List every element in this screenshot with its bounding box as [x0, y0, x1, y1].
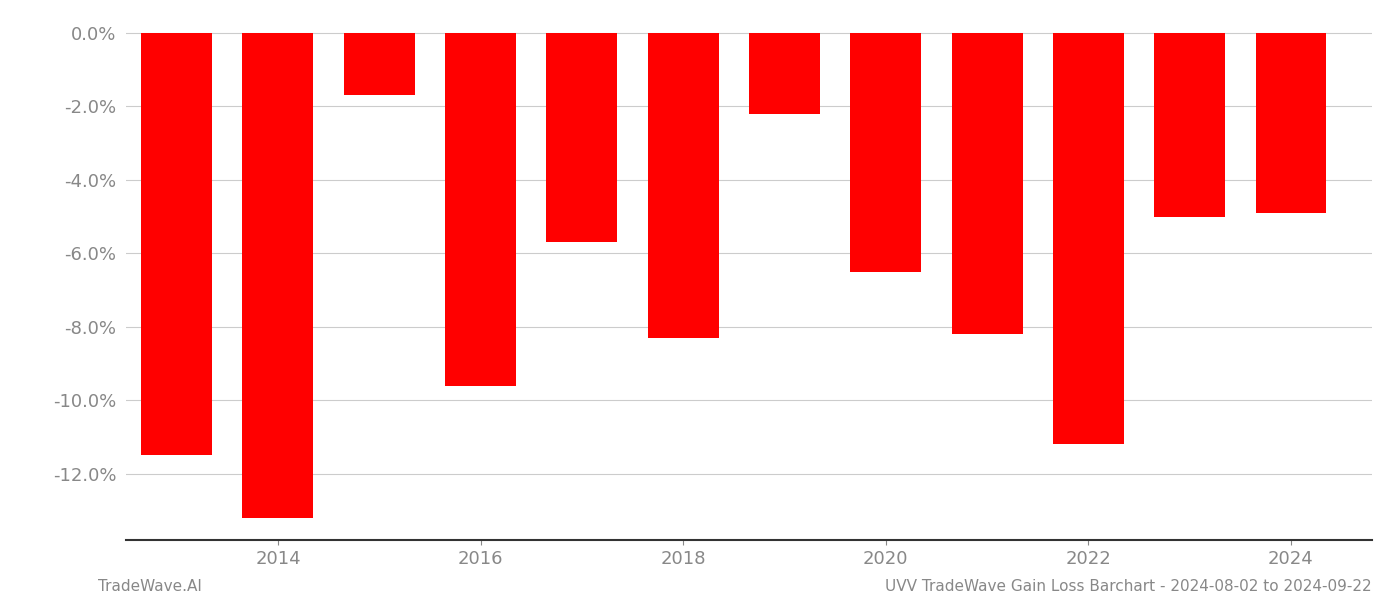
Bar — [242, 33, 314, 518]
Bar — [546, 33, 617, 242]
Bar — [952, 33, 1022, 334]
Bar — [1256, 33, 1326, 213]
Bar — [344, 33, 414, 95]
Bar — [445, 33, 517, 386]
Bar — [648, 33, 718, 338]
Bar — [749, 33, 820, 113]
Text: UVV TradeWave Gain Loss Barchart - 2024-08-02 to 2024-09-22: UVV TradeWave Gain Loss Barchart - 2024-… — [885, 579, 1372, 594]
Text: TradeWave.AI: TradeWave.AI — [98, 579, 202, 594]
Bar — [141, 33, 213, 455]
Bar — [850, 33, 921, 272]
Bar — [1154, 33, 1225, 217]
Bar — [1053, 33, 1124, 445]
